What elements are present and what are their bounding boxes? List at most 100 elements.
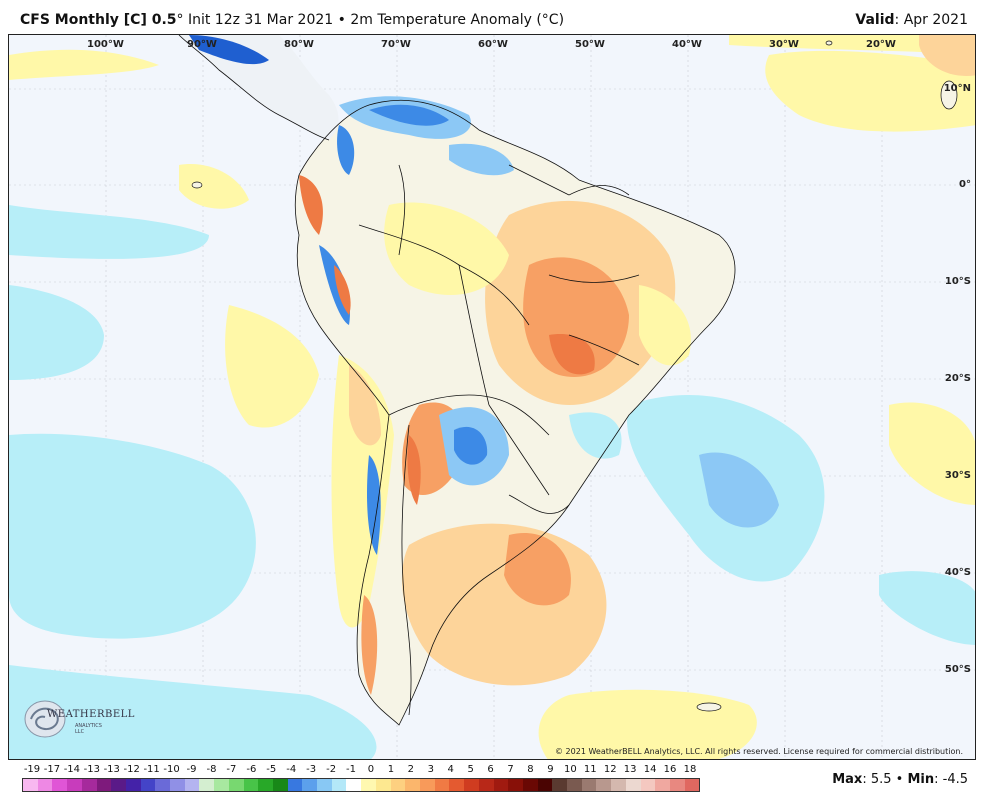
colorbar-tick-label: -14 — [63, 764, 81, 775]
colorbar-swatch — [567, 779, 582, 791]
lat-label-50s: 50°S — [944, 664, 971, 675]
colorbar-labels: -19 -17 -14 -13 -13 -12 -11 -10 -9 -8 -7 -6 -5 -4 -3 -2… — [22, 764, 702, 778]
colorbar-swatch — [111, 779, 126, 791]
colorbar-swatch — [302, 779, 318, 791]
colorbar-swatch — [449, 779, 465, 791]
colorbar-swatch — [684, 779, 700, 791]
stats-bullet: • — [891, 772, 908, 787]
weatherbell-logo: WEATHERBELL ANALYTICS LLC — [21, 695, 134, 741]
colorbar-swatch — [184, 779, 200, 791]
central-america-land — [179, 35, 339, 140]
colorbar-swatch — [67, 779, 82, 791]
colorbar-swatch — [81, 779, 97, 791]
colorbar-swatch — [493, 779, 509, 791]
colorbar-swatch — [125, 779, 141, 791]
valid-period: Valid: Apr 2021 — [855, 12, 968, 28]
islands — [191, 40, 958, 712]
logo-swirl-icon — [24, 700, 66, 738]
colorbar-swatch — [287, 779, 303, 791]
colorbar-tick-label: 6 — [487, 764, 494, 775]
lat-label-40s: 40°S — [944, 567, 971, 578]
colorbar-tick-label: 7 — [507, 764, 514, 775]
colorbar-tick-label: -13 — [83, 764, 100, 775]
colorbar-tick-label: -5 — [266, 764, 277, 775]
colorbar-swatch — [317, 779, 332, 791]
lon-label-30w: 30°W — [769, 39, 799, 50]
colorbar-swatch — [655, 779, 670, 791]
colorbar-swatch — [552, 779, 568, 791]
lon-label-60w: 60°W — [478, 39, 508, 50]
lon-label-20w: 20°W — [866, 39, 896, 50]
title-bullet: • — [333, 12, 351, 28]
colorbar-swatch — [258, 779, 273, 791]
colorbar-tick-label: -19 — [23, 764, 41, 775]
colorbar-tick-label: -12 — [123, 764, 140, 775]
lon-label-90w: 90°W — [187, 39, 217, 50]
colorbar-swatch — [346, 779, 362, 791]
colorbar-swatch — [272, 779, 288, 791]
colorbar-tick-label: 1 — [387, 764, 395, 775]
colorbar-tick-label: 18 — [683, 764, 697, 775]
lon-label-50w: 50°W — [575, 39, 605, 50]
colorbar-swatch — [331, 779, 347, 791]
colorbar-tick-label: 2 — [407, 764, 415, 775]
min-value: : -4.5 — [934, 772, 968, 787]
colorbar-tick-label: -6 — [246, 764, 257, 775]
colorbar-swatch — [96, 779, 112, 791]
country-borders — [178, 35, 736, 726]
colorbar-tick-label: -4 — [286, 764, 297, 775]
colorbar-swatch — [434, 779, 450, 791]
model-name: CFS Monthly [C] 0.5 — [20, 12, 177, 28]
colorbar-tick-label: 5 — [467, 764, 474, 775]
colorbar-tick-label: 16 — [663, 764, 677, 775]
lon-label-80w: 80°W — [284, 39, 314, 50]
colorbar-swatch — [640, 779, 656, 791]
colorbar-swatch — [669, 779, 685, 791]
colorbar-swatch — [23, 779, 38, 791]
colorbar-swatch — [596, 779, 612, 791]
field-name: 2m Temperature Anomaly (°C) — [350, 12, 565, 28]
colorbar-swatch — [522, 779, 538, 791]
lat-label-20s: 20°S — [944, 373, 971, 384]
init-time: Init 12z 31 Mar 2021 — [183, 12, 334, 28]
colorbar-tick-label: 13 — [623, 764, 637, 775]
logo-subtext: ANALYTICS LLC — [75, 723, 102, 735]
lon-label-40w: 40°W — [672, 39, 702, 50]
colorbar-tick-label: -9 — [186, 764, 197, 775]
colorbar-swatch — [375, 779, 391, 791]
max-value: : 5.5 — [862, 772, 892, 787]
colorbar-tick-label: 9 — [547, 764, 554, 775]
colorbar-tick-label: -8 — [206, 764, 217, 775]
lat-label-0: 0° — [959, 179, 971, 190]
colorbar-tick-label: 8 — [527, 764, 534, 775]
valid-value: : Apr 2021 — [894, 12, 968, 28]
colorbar-tick-label: 14 — [643, 764, 657, 775]
colorbar-swatch — [170, 779, 185, 791]
valid-label: Valid — [855, 12, 895, 28]
colorbar-swatch — [243, 779, 259, 791]
degree-mark: ° — [176, 12, 184, 28]
colorbar-swatch — [52, 779, 68, 791]
colorbar-tick-label: 4 — [447, 764, 454, 775]
colorbar-tick-label: -3 — [306, 764, 317, 775]
max-label: Max — [832, 772, 863, 787]
map-panel: 100°W 90°W 80°W 70°W 60°W 50°W 40°W 30°W… — [8, 34, 976, 760]
colorbar-swatch — [228, 779, 244, 791]
colorbar-swatch — [390, 779, 406, 791]
colorbar-swatch — [405, 779, 420, 791]
anomaly-map — [9, 35, 975, 759]
map-title: CFS Monthly [C] 0.5° Init 12z 31 Mar 202… — [20, 12, 564, 28]
copyright-notice: © 2021 WeatherBELL Analytics, LLC. All r… — [555, 747, 963, 756]
colorbar-swatch — [581, 779, 597, 791]
logo-text: WEATHERBELL — [47, 709, 135, 720]
colorbar-swatch — [214, 779, 229, 791]
colorbar-tick-label: -1 — [346, 764, 357, 775]
lat-label-10n: 10°N — [943, 83, 971, 94]
colorbar-tick-label: -13 — [103, 764, 120, 775]
colorbar-tick-label: 12 — [603, 764, 617, 775]
lat-label-10s: 10°S — [944, 276, 971, 287]
max-min-stats: Max: 5.5 • Min: -4.5 — [832, 772, 968, 787]
land-anomalies — [189, 35, 691, 695]
colorbar-swatch — [199, 779, 215, 791]
colorbar-tick-label: -2 — [326, 764, 337, 775]
